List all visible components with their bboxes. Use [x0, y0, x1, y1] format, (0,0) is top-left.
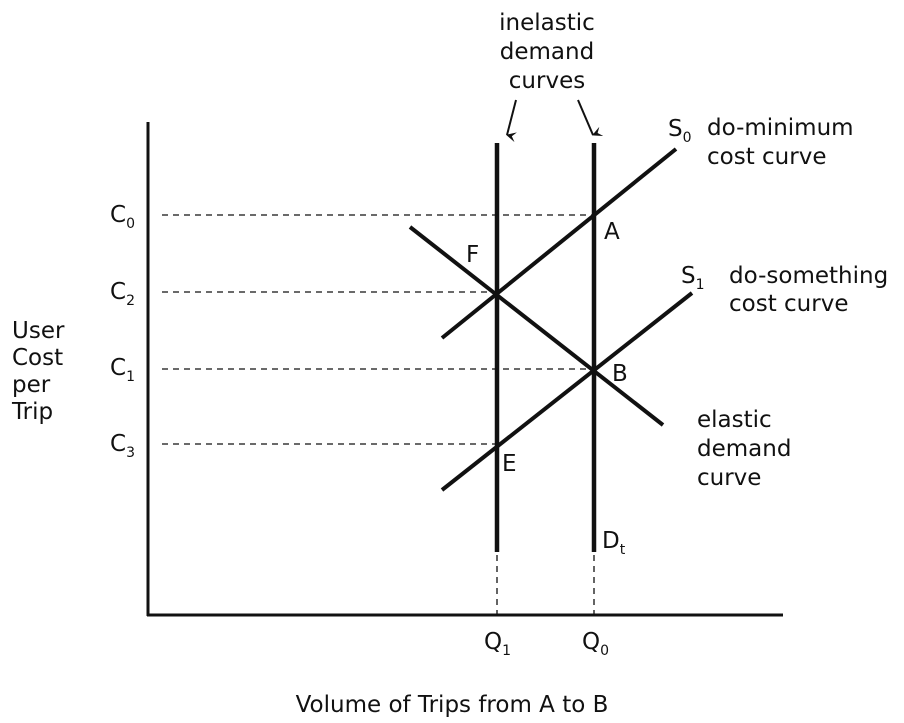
inelastic-label: demand: [500, 39, 594, 65]
lines: [146, 99, 783, 617]
volume-label-base: Q: [484, 629, 502, 655]
demand-label-sub: t: [620, 542, 626, 558]
x-axis-label: Volume of Trips from A to B: [296, 692, 609, 718]
cost-level-label: C3: [110, 431, 135, 461]
s1-label: cost curve: [729, 291, 848, 317]
point-label: B: [612, 361, 628, 387]
volume-label: Q1: [484, 629, 511, 659]
demand-label-base: D: [602, 528, 620, 554]
s0-symbol-base: S: [668, 116, 683, 142]
s1-curve: [440, 291, 694, 492]
elastic-demand-curve: [408, 225, 665, 427]
cost-level-label-sub: 1: [126, 369, 135, 385]
volume-label-sub: 0: [600, 643, 609, 659]
cost-level-label-base: C: [110, 279, 126, 305]
volume-label-base: Q: [582, 629, 600, 655]
cost-level-label-base: C: [110, 202, 126, 228]
inelastic-label: inelastic: [499, 10, 595, 36]
guides: [162, 214, 595, 615]
s0-label: cost curve: [707, 144, 826, 170]
inelastic-label: curves: [509, 68, 585, 94]
point-label: F: [466, 242, 479, 268]
volume-label: Q0: [582, 629, 609, 659]
cost-level-label-base: C: [110, 355, 126, 381]
cost-level-label-sub: 2: [126, 293, 135, 309]
elastic-label: curve: [697, 465, 761, 491]
arrow: [577, 99, 604, 137]
cost-level-label-sub: 3: [126, 445, 135, 461]
y-axis-label: Trip: [11, 399, 53, 425]
s1-label: do-something: [729, 263, 888, 289]
s0-symbol: S0: [668, 116, 692, 146]
s1-symbol-sub: 1: [696, 277, 705, 293]
y-axis-label: User: [12, 318, 65, 344]
point-label: E: [502, 451, 517, 477]
cost-level-label: C0: [110, 202, 135, 232]
cost-level-label: C1: [110, 355, 135, 385]
demand-label: Dt: [602, 528, 626, 558]
y-axis-label: Cost: [12, 345, 63, 371]
cost-level-label-sub: 0: [126, 216, 135, 232]
s0-symbol-sub: 0: [683, 130, 692, 146]
cost-level-label: C2: [110, 279, 135, 309]
elastic-label: demand: [697, 436, 791, 462]
elastic-label: elastic: [697, 407, 772, 433]
point-label: A: [604, 219, 620, 245]
arrow: [506, 99, 517, 143]
s1-symbol: S1: [681, 263, 705, 293]
s0-label: do-minimum: [707, 115, 854, 141]
s1-symbol-base: S: [681, 263, 696, 289]
volume-label-sub: 1: [502, 643, 511, 659]
y-axis-label: per: [12, 372, 51, 398]
cost-level-label-base: C: [110, 431, 126, 457]
s0-curve: [440, 147, 678, 340]
